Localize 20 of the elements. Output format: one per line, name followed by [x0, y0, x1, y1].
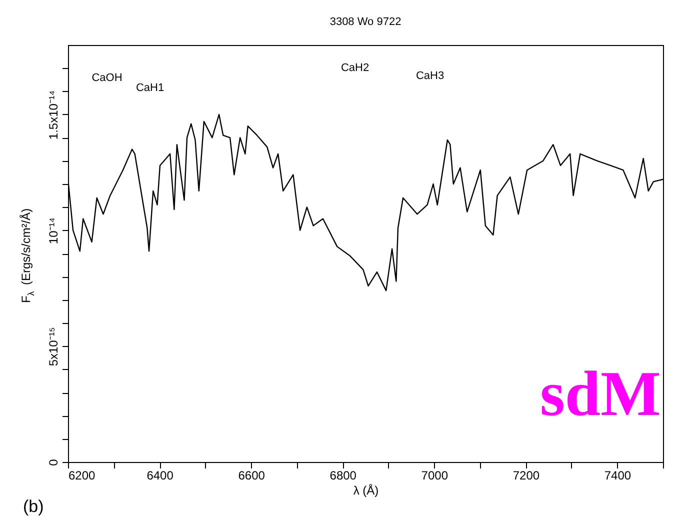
chart-title: 3308 Wo 9722	[330, 16, 402, 28]
annotation: CaH1	[136, 82, 164, 94]
y-axis-title: Fλ (Ergs/s/cm²/Å)	[19, 208, 36, 303]
annotation: CaH2	[340, 62, 370, 74]
annotation: sdM	[540, 358, 661, 429]
y-tick-label: 5x10⁻¹⁵	[46, 327, 60, 366]
text: (b)	[23, 497, 44, 516]
annotation: CaH3	[416, 70, 444, 82]
x-tick-label: 6400	[146, 468, 174, 482]
y-tick-label: 10⁻¹⁴	[46, 218, 60, 244]
y-tick-label: 0	[46, 458, 60, 466]
y-tick-label: 1.5x10⁻¹⁴	[46, 90, 60, 140]
x-tick-label: 6800	[330, 468, 357, 482]
x-tick-label: 7000	[421, 468, 448, 482]
x-tick-label: 7400	[604, 468, 632, 482]
x-axis-title: λ (Å)	[353, 484, 379, 498]
annotation: CaOH	[92, 72, 122, 84]
x-tick-label: 6600	[238, 468, 266, 482]
x-tick-label: 6200	[68, 468, 96, 482]
x-tick-label: 7200	[512, 468, 540, 482]
